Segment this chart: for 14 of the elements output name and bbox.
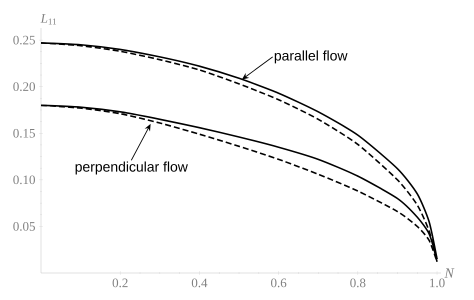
x-tick-label: 1.0 <box>430 278 445 288</box>
annotation: parallel flow <box>274 50 348 64</box>
y-tick-label: 0.05 <box>13 222 35 231</box>
x-tick-label: 0.4 <box>192 278 208 288</box>
x-tick-label: 0.8 <box>350 278 366 288</box>
x-tick-label: 0.6 <box>271 278 286 288</box>
y-tick-label: 0.10 <box>13 175 35 184</box>
y-tick-label: 0.25 <box>13 36 35 45</box>
x-axis-title: N <box>444 268 454 278</box>
y-tick-label: 0.20 <box>13 82 35 92</box>
x-tick-label: 0.2 <box>112 278 128 288</box>
annotation: perpendicular flow <box>76 161 188 174</box>
y-tick-label: 0.15 <box>13 128 35 138</box>
y-axis-title: L$_{11}$ <box>40 14 56 24</box>
